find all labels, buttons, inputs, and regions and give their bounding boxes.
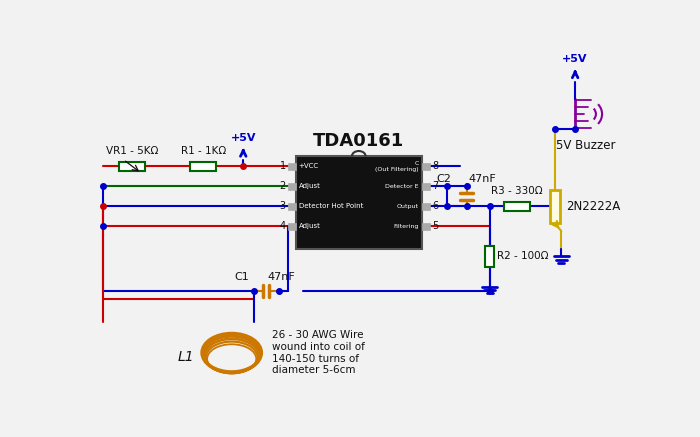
Text: VR1 - 5KΩ: VR1 - 5KΩ	[106, 146, 159, 156]
Bar	[485, 246, 494, 267]
Bar	[119, 162, 146, 171]
Bar	[422, 203, 430, 210]
Text: 7: 7	[433, 181, 439, 191]
Bar	[295, 156, 422, 249]
Bar	[550, 190, 561, 223]
Text: Output: Output	[397, 204, 419, 209]
Text: 5: 5	[433, 222, 439, 232]
Text: 47nF: 47nF	[268, 272, 295, 282]
Text: 6: 6	[433, 201, 439, 212]
Text: R3 - 330Ω: R3 - 330Ω	[491, 186, 542, 196]
Bar	[190, 162, 216, 171]
Text: 2: 2	[279, 181, 286, 191]
Text: 2N2222A: 2N2222A	[566, 200, 620, 213]
Text: Filtering: Filtering	[393, 224, 419, 229]
Text: Adjust: Adjust	[299, 184, 321, 189]
Text: TDA0161: TDA0161	[313, 132, 405, 150]
Text: Detector Hot Point: Detector Hot Point	[299, 204, 363, 209]
Text: L1: L1	[177, 350, 194, 364]
Text: 26 - 30 AWG Wire
wound into coil of
140-150 turns of
diameter 5-6cm: 26 - 30 AWG Wire wound into coil of 140-…	[272, 330, 365, 375]
Text: 4: 4	[279, 222, 286, 232]
Text: 5V Buzzer: 5V Buzzer	[556, 139, 616, 152]
Bar	[422, 222, 430, 230]
Text: C1: C1	[234, 272, 249, 282]
Text: 3: 3	[279, 201, 286, 212]
Text: Detector E: Detector E	[385, 184, 419, 189]
Bar	[503, 202, 530, 211]
Text: 47nF: 47nF	[468, 174, 496, 184]
Bar	[288, 203, 295, 210]
Bar	[422, 163, 430, 170]
Text: C
(Out Filtering): C (Out Filtering)	[375, 161, 419, 172]
Bar	[422, 183, 430, 190]
Bar	[288, 222, 295, 230]
Text: +5V: +5V	[562, 54, 588, 64]
Text: 1: 1	[279, 161, 286, 171]
Text: R1 - 1KΩ: R1 - 1KΩ	[181, 146, 226, 156]
Bar	[288, 163, 295, 170]
Bar	[288, 183, 295, 190]
Text: Adjust: Adjust	[299, 223, 321, 229]
Text: +VCC: +VCC	[299, 163, 318, 170]
Text: +5V: +5V	[230, 132, 256, 142]
Text: R2 - 100Ω: R2 - 100Ω	[497, 251, 549, 261]
Text: 8: 8	[433, 161, 439, 171]
Text: C2: C2	[436, 174, 452, 184]
